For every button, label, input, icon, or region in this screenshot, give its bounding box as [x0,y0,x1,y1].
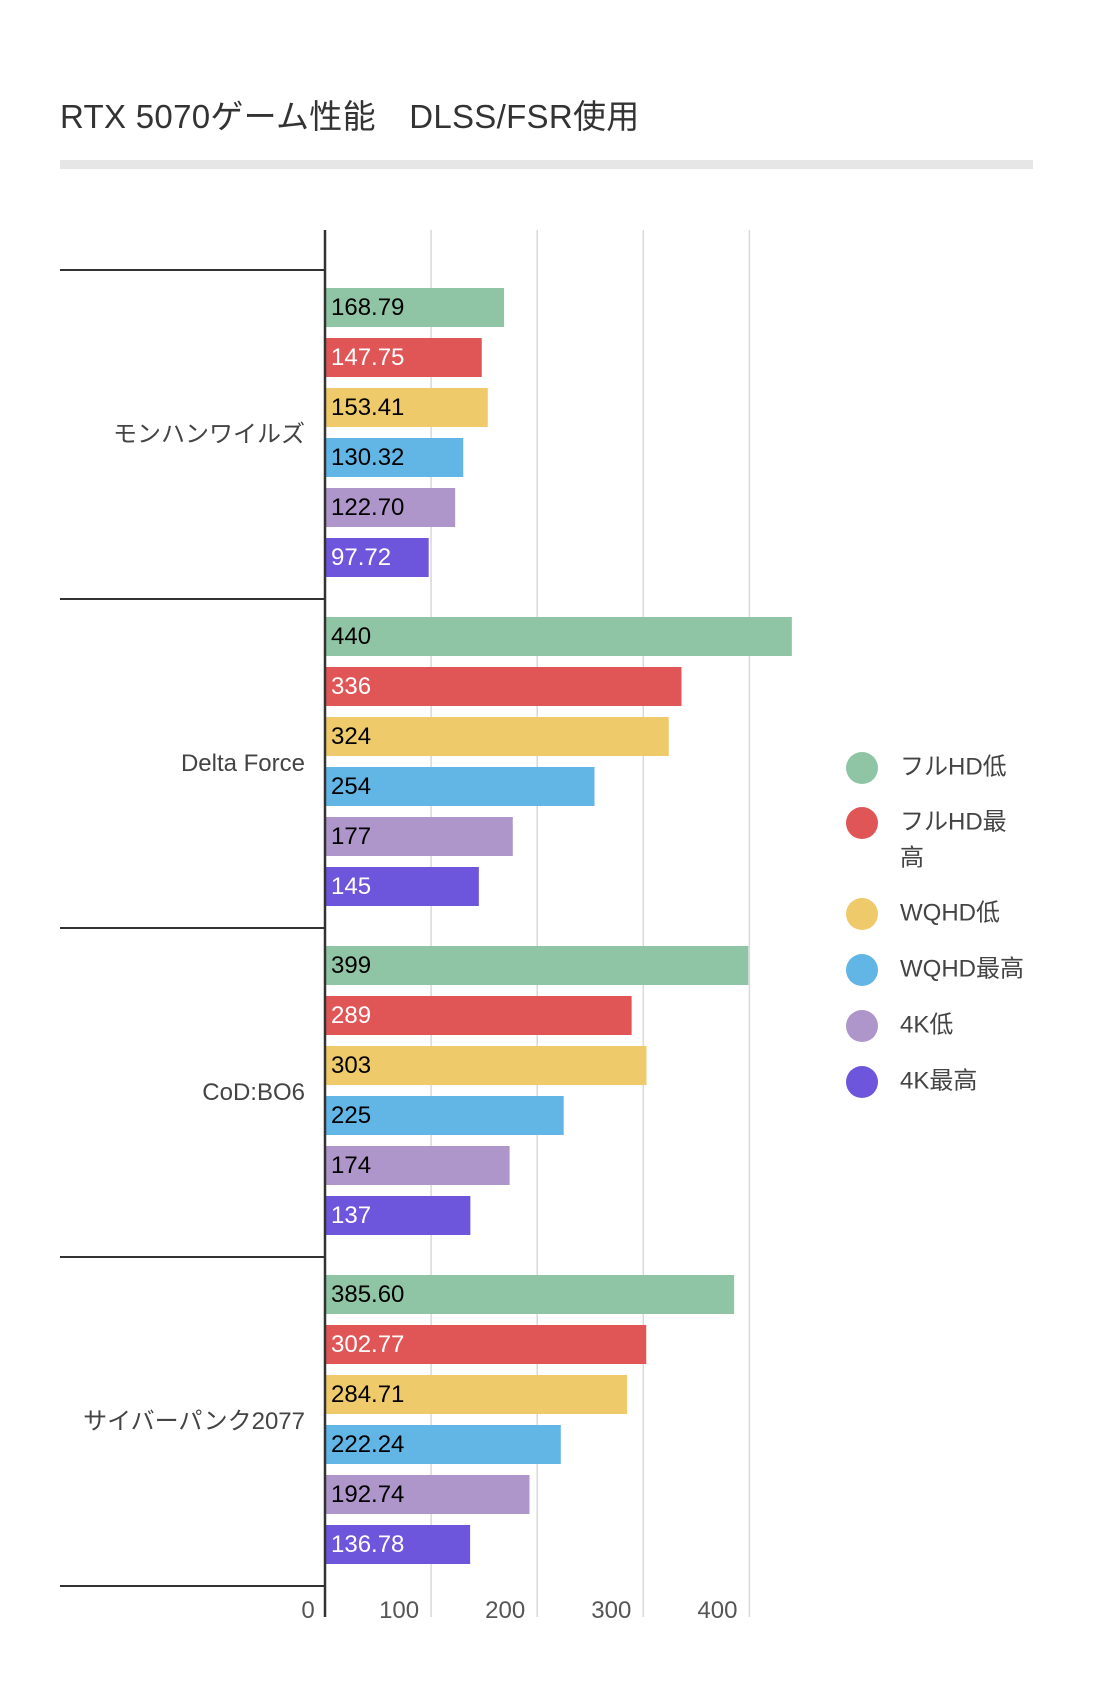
bar-value-label: 168.79 [331,294,404,321]
bar [325,1275,735,1314]
category-label: CoD:BO6 [202,1079,305,1106]
bar [325,1196,471,1235]
axes: 0 100 200 300 400 モンハンワイルズ Delta Force CoD:BO6 サ… [60,230,737,1624]
legend-swatch [846,954,878,986]
legend-label: 4K最高 [900,1067,977,1094]
legend-swatch [846,898,878,930]
bar-value-label: 324 [331,723,371,750]
bar-value-label: 97.72 [331,544,391,571]
bar-value-label: 192.74 [331,1481,404,1508]
bar [325,1146,510,1185]
legend-label: 高 [900,844,924,871]
title-divider [60,160,1033,169]
legend-label: WQHD低 [900,899,1000,926]
legend-swatch [846,1066,878,1098]
bars: 168.79 147.75 153.41 130.32 122.70 97.72 440 33… [325,288,792,1564]
bar-value-label: 130.32 [331,444,404,471]
bar-value-label: 222.24 [331,1431,404,1458]
legend-label: WQHD最高 [900,955,1024,982]
bar [325,667,682,706]
bar-value-label: 147.75 [331,344,404,371]
bar-value-label: 289 [331,1002,371,1029]
bar [325,1096,564,1135]
bar-value-label: 254 [331,773,371,800]
bar [325,538,429,577]
bar [325,1475,530,1514]
legend-swatch [846,1010,878,1042]
bar-value-label: 136.78 [331,1531,404,1558]
bar-value-label: 302.77 [331,1331,404,1358]
category-label: モンハンワイルズ [113,421,305,448]
bar [325,388,488,427]
bar-value-label: 385.60 [331,1281,404,1308]
bar-value-label: 284.71 [331,1381,404,1408]
bar-value-label: 137 [331,1202,371,1229]
chart-title: RTX 5070ゲーム性能 DLSS/FSR使用 [60,98,640,135]
bar-value-label: 303 [331,1052,371,1079]
bar [325,767,595,806]
bar [325,1525,471,1564]
bar [325,717,669,756]
bar [325,1425,561,1464]
bar [325,867,479,906]
category-label: Delta Force [181,750,305,777]
bar-value-label: 399 [331,952,371,979]
bar [325,1375,628,1414]
category-label: サイバーパンク2077 [83,1408,305,1435]
bar [325,617,792,656]
bar [325,488,456,527]
bar [325,817,513,856]
x-tick-label: 400 [697,1597,737,1624]
bar-value-label: 153.41 [331,394,404,421]
bar [325,1046,647,1085]
legend-swatch [846,752,878,784]
bar-value-label: 122.70 [331,494,404,521]
bar [325,996,632,1035]
bar [325,338,482,377]
legend-swatch [846,807,878,839]
bar-value-label: 145 [331,873,371,900]
bar-value-label: 174 [331,1152,371,1179]
bar-value-label: 225 [331,1102,371,1129]
x-tick-label: 0 [301,1597,314,1624]
x-tick-label: 300 [591,1597,631,1624]
bar-value-label: 177 [331,823,371,850]
bar [325,1325,647,1364]
bar [325,438,464,477]
x-tick-label: 100 [379,1597,419,1624]
legend-label: フルHD低 [900,753,1007,780]
legend-label: フルHD最 [900,808,1007,835]
legend-label: 4K低 [900,1011,953,1038]
bar-value-label: 336 [331,673,371,700]
bar [325,946,749,985]
bar-value-label: 440 [331,623,371,650]
x-tick-label: 200 [485,1597,525,1624]
bar [325,288,505,327]
